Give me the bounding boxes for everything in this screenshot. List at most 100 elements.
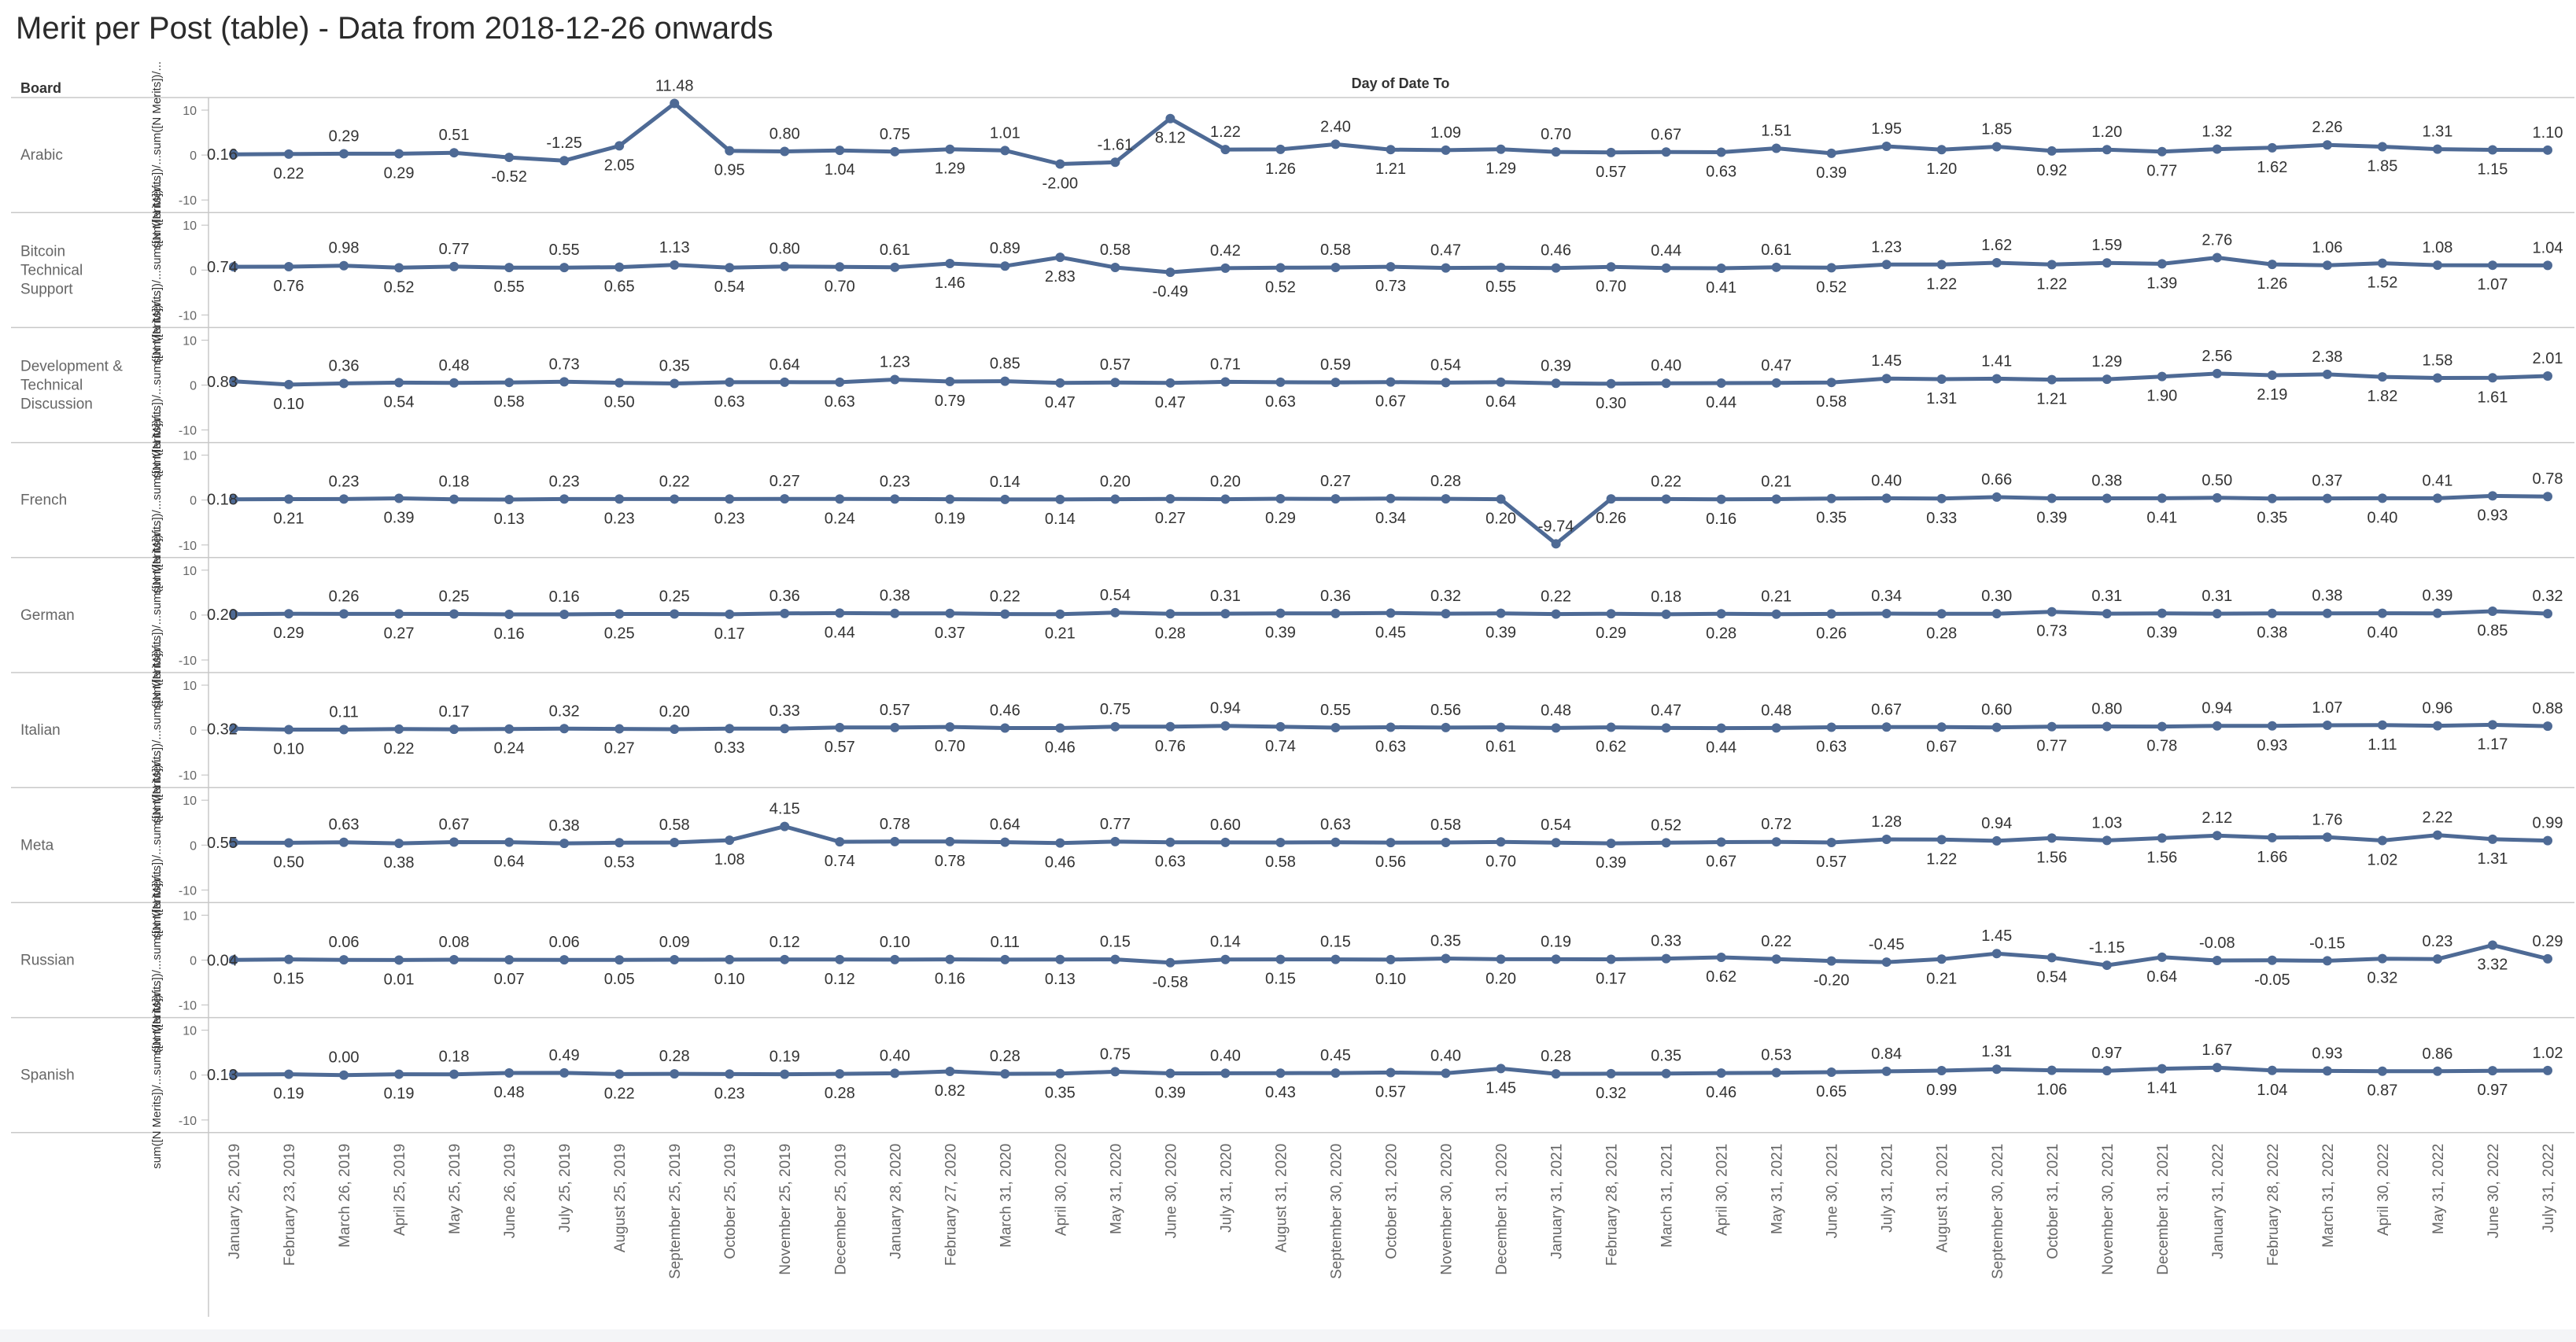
data-point-arabic-8 [670, 98, 680, 109]
chart-title: Merit per Post (table) - Data from 2018-… [16, 11, 773, 46]
data-point-french-8 [670, 494, 680, 504]
data-label-bitcoin-technical-support-37: 1.26 [2257, 275, 2287, 293]
data-point-arabic-42 [2543, 145, 2552, 155]
data-point-italian-0 [229, 724, 238, 734]
data-label-bitcoin-technical-support-42: 1.04 [2533, 239, 2563, 256]
data-label-arabic-5: -0.52 [491, 168, 527, 186]
data-label-meta-33: 1.56 [2036, 849, 2067, 866]
data-point-russian-35 [2157, 952, 2167, 962]
data-point-development-technical-discussion-2 [339, 378, 349, 389]
data-label-italian-3: 0.22 [384, 740, 415, 758]
data-point-meta-36 [2212, 831, 2222, 841]
data-point-german-24 [1551, 609, 1561, 619]
data-label-spanish-8: 0.28 [659, 1048, 690, 1065]
x-tick-11: December 25, 2019 [832, 1144, 849, 1275]
y-tick-spanish-0: 10 [183, 1025, 197, 1038]
data-point-german-39 [2377, 608, 2387, 618]
series-line-arabic [231, 101, 2550, 166]
data-point-russian-30 [1881, 957, 1891, 968]
data-label-french-24: -9.74 [1538, 518, 1574, 535]
data-label-german-1: 0.29 [274, 625, 304, 642]
data-point-arabic-38 [2322, 140, 2332, 150]
data-label-italian-8: 0.20 [659, 703, 690, 721]
data-point-italian-24 [1551, 723, 1561, 733]
data-label-italian-0: 0.32 [207, 721, 238, 738]
board-label-russian: Russian [20, 953, 75, 969]
data-label-german-41: 0.85 [2478, 622, 2508, 640]
data-label-bitcoin-technical-support-5: 0.55 [494, 278, 525, 296]
data-point-bitcoin-technical-support-2 [339, 260, 349, 271]
data-label-german-10: 0.36 [769, 588, 800, 605]
data-point-french-29 [1826, 493, 1836, 503]
data-label-italian-37: 0.93 [2257, 737, 2287, 754]
data-point-german-18 [1220, 609, 1231, 619]
data-point-arabic-41 [2487, 145, 2497, 155]
data-point-italian-22 [1441, 722, 1451, 732]
y-axis-title-meta: sum([N Merits])/...sum([N Merits])/... [150, 751, 164, 938]
data-point-german-32 [1991, 609, 2002, 619]
data-label-italian-14: 0.46 [990, 702, 1020, 719]
data-label-french-38: 0.37 [2312, 473, 2342, 490]
data-point-development-technical-discussion-35 [2157, 371, 2167, 382]
data-point-bitcoin-technical-support-4 [449, 261, 459, 271]
data-point-italian-34 [2102, 721, 2112, 732]
data-point-german-27 [1716, 609, 1726, 619]
data-point-french-31 [1936, 493, 1947, 503]
data-label-german-26: 0.18 [1651, 588, 1681, 606]
data-label-french-2: 0.23 [329, 473, 360, 490]
data-label-italian-32: 0.60 [1981, 702, 2012, 719]
data-label-meta-36: 2.12 [2201, 809, 2232, 827]
data-point-russian-19 [1275, 954, 1286, 964]
data-label-italian-2: 0.11 [329, 703, 358, 721]
data-point-development-technical-discussion-29 [1826, 378, 1836, 388]
data-point-meta-33 [2046, 833, 2057, 843]
data-point-spanish-15 [1055, 1068, 1065, 1078]
data-label-development-technical-discussion-16: 0.57 [1100, 356, 1131, 374]
data-point-meta-12 [890, 836, 900, 846]
data-label-italian-19: 0.74 [1265, 738, 1296, 755]
data-point-development-technical-discussion-14 [1000, 376, 1010, 386]
y-tick-italian-1: 0 [190, 724, 197, 738]
x-tick-38: March 31, 2022 [2320, 1144, 2337, 1248]
data-label-bitcoin-technical-support-26: 0.44 [1651, 242, 1681, 260]
data-label-arabic-31: 1.20 [1926, 160, 1957, 178]
data-label-french-0: 0.18 [207, 492, 238, 509]
data-point-bitcoin-technical-support-26 [1661, 263, 1671, 273]
data-label-german-30: 0.34 [1871, 588, 1902, 605]
data-label-arabic-12: 0.75 [880, 126, 910, 143]
data-point-italian-13 [945, 722, 955, 732]
data-point-russian-13 [945, 954, 955, 964]
data-point-meta-5 [504, 837, 515, 847]
board-label-development-technical-discussion: Development & Technical Discussion [20, 359, 123, 413]
y-tick-development-technical-discussion-2: -10 [179, 425, 197, 438]
data-label-bitcoin-technical-support-33: 1.22 [2036, 275, 2067, 293]
data-label-german-2: 0.26 [329, 588, 360, 605]
data-label-russian-39: 0.32 [2367, 970, 2397, 987]
board-label-arabic: Arabic [20, 147, 63, 164]
data-label-arabic-13: 1.29 [935, 160, 965, 178]
data-label-russian-32: 1.45 [1981, 927, 2012, 945]
y-tick-russian-0: 10 [183, 909, 197, 923]
data-label-spanish-16: 0.75 [1100, 1045, 1131, 1063]
data-label-russian-8: 0.09 [659, 934, 690, 951]
data-point-spanish-35 [2157, 1064, 2167, 1074]
data-point-french-42 [2543, 492, 2552, 502]
data-point-development-technical-discussion-42 [2543, 371, 2552, 382]
data-point-russian-12 [890, 954, 900, 964]
data-point-german-38 [2322, 608, 2332, 618]
data-point-german-3 [394, 609, 404, 619]
data-label-meta-20: 0.63 [1320, 817, 1351, 834]
x-tick-26: March 31, 2021 [1659, 1144, 1676, 1248]
data-point-meta-0 [229, 838, 238, 848]
data-point-meta-25 [1606, 839, 1616, 849]
data-label-spanish-39: 0.87 [2367, 1082, 2397, 1100]
data-label-development-technical-discussion-5: 0.58 [494, 393, 525, 411]
data-point-italian-7 [614, 724, 625, 734]
y-axis-title-italian: sum([N Merits])/...sum([N Merits])/... [150, 636, 164, 824]
data-label-arabic-38: 2.26 [2312, 119, 2342, 136]
data-point-french-12 [890, 494, 900, 504]
data-label-french-26: 0.22 [1651, 473, 1681, 490]
data-label-german-32: 0.30 [1981, 588, 2012, 605]
data-label-arabic-2: 0.29 [329, 127, 360, 145]
data-label-italian-15: 0.46 [1045, 739, 1076, 756]
